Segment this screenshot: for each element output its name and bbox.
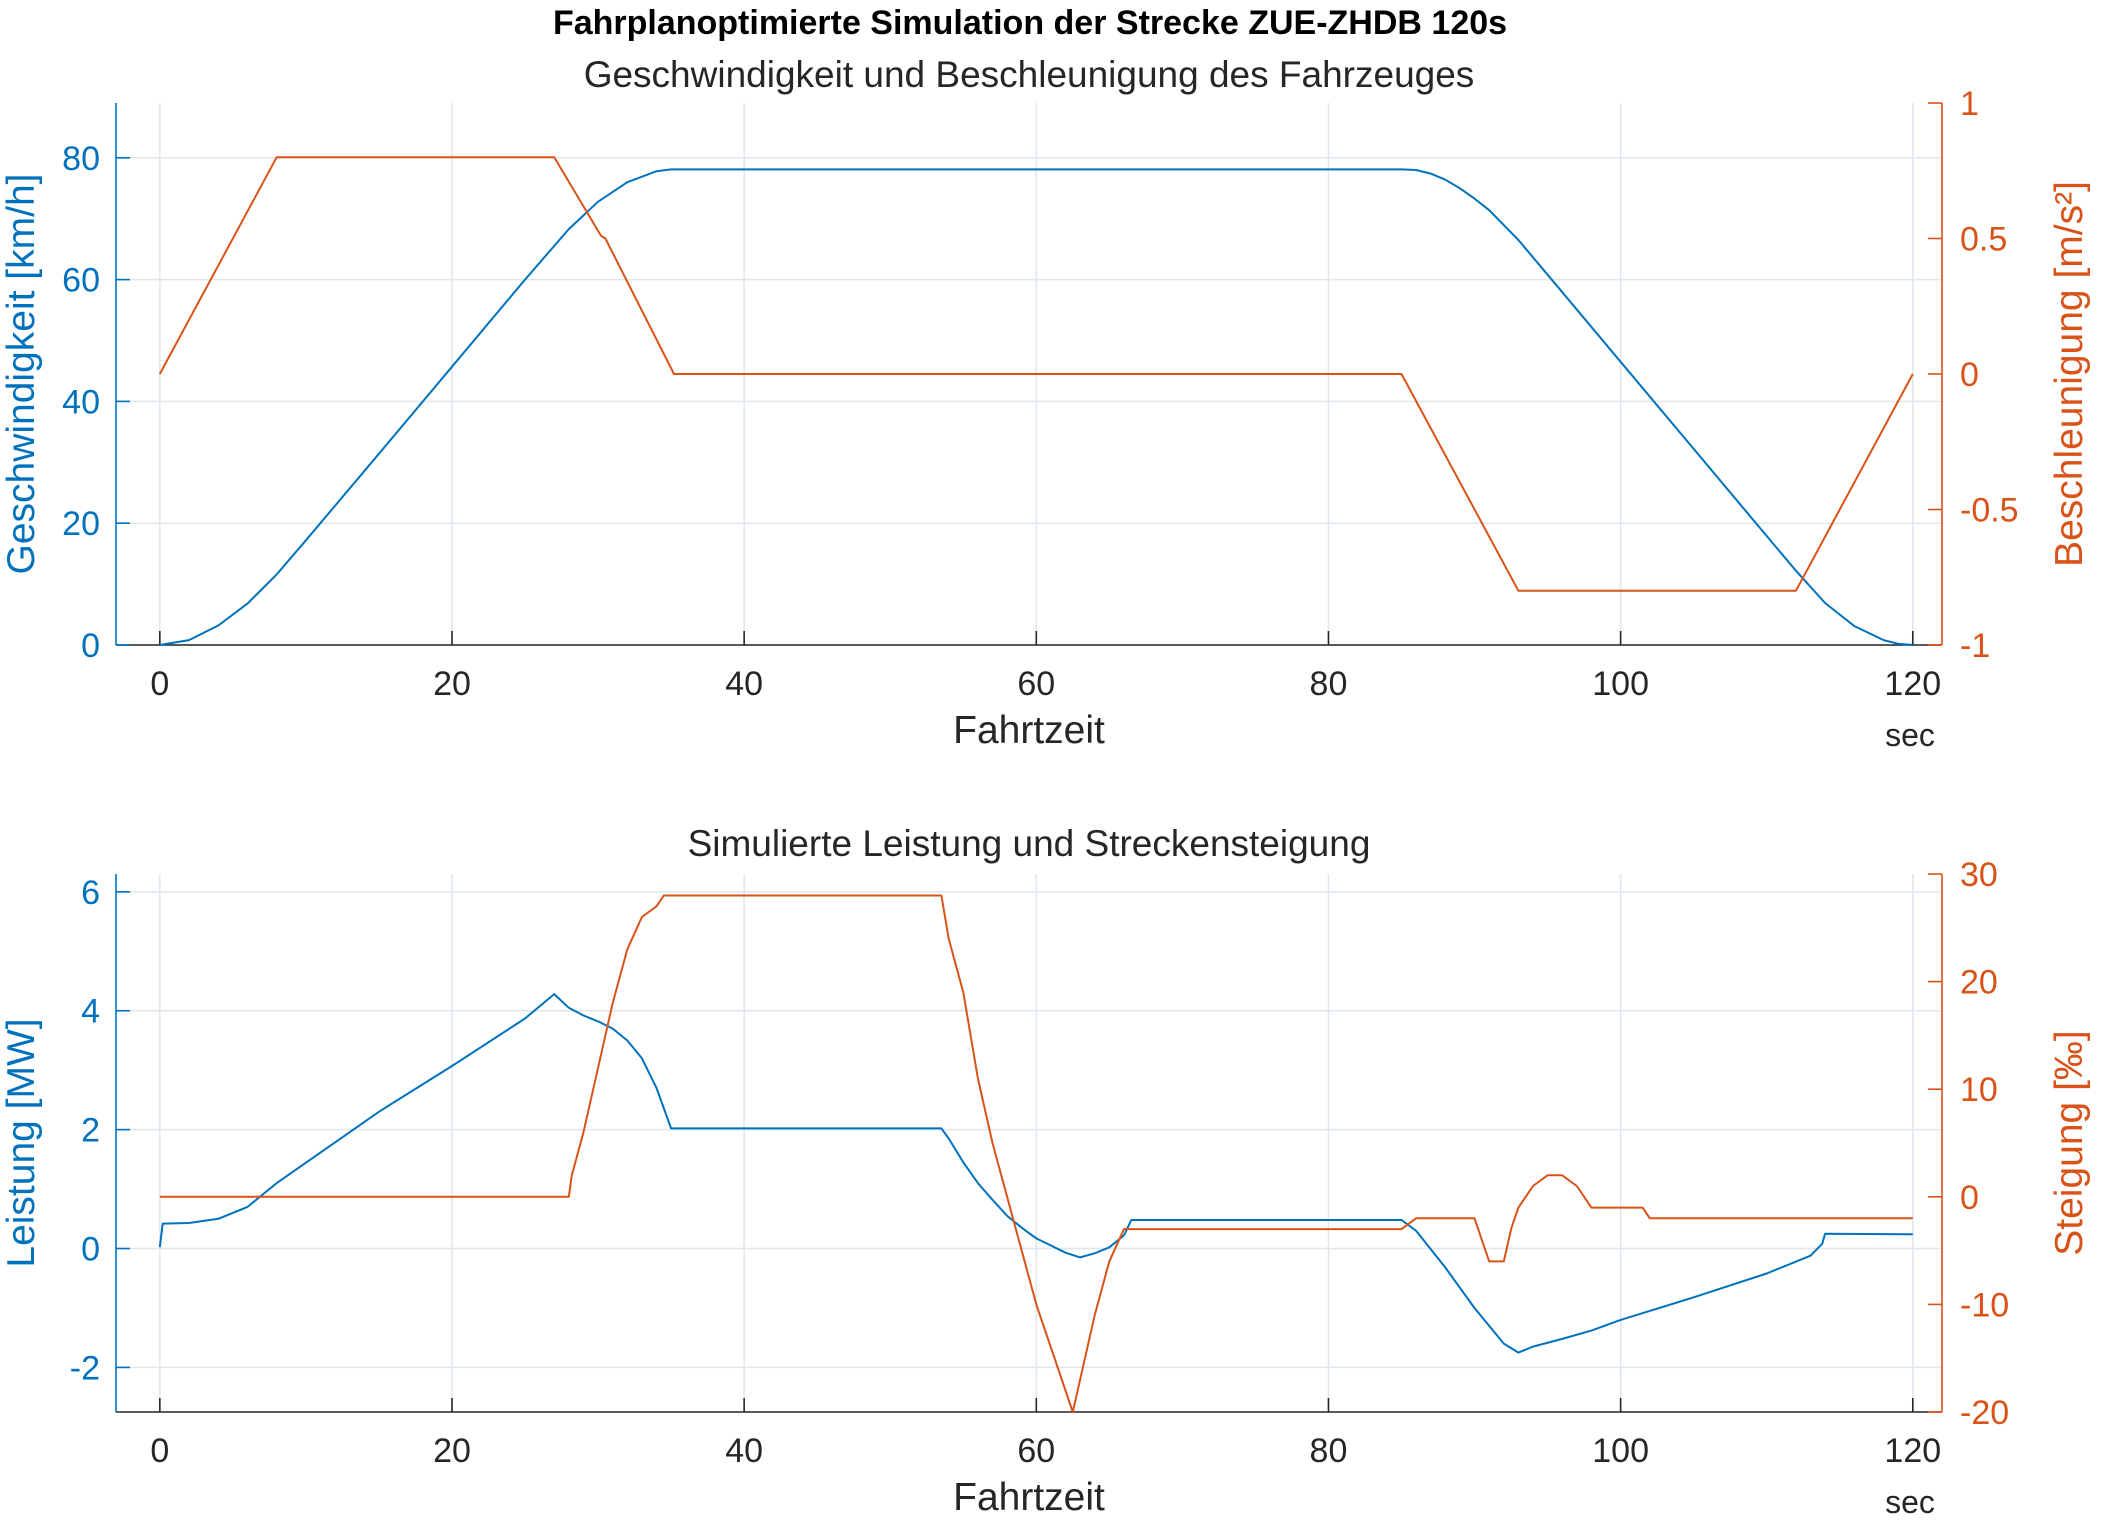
x-tick-label: 20	[433, 1432, 471, 1470]
x-tick-label: 100	[1592, 665, 1649, 703]
left-tick-label: -2	[70, 1349, 100, 1387]
right-tick-label: -0.5	[1960, 492, 2019, 530]
figure-title: Fahrplanoptimierte Simulation der Streck…	[553, 4, 1507, 42]
series-line-left	[158, 993, 1913, 1354]
x-axis-unit: sec	[1885, 1484, 1935, 1520]
left-tick-label: 80	[62, 140, 100, 178]
x-tick-label: 100	[1592, 1432, 1649, 1470]
x-axis-unit: sec	[1885, 717, 1935, 753]
x-axis-label: Fahrtzeit	[953, 1476, 1105, 1519]
right-tick-label: 10	[1960, 1071, 1998, 1109]
subplot-title: Geschwindigkeit und Beschleunigung des F…	[584, 54, 1475, 95]
x-tick-label: 40	[725, 665, 763, 703]
subplot-title: Simulierte Leistung und Streckensteigung	[688, 823, 1371, 864]
left-tick-label: 2	[81, 1112, 100, 1150]
x-tick-label: 120	[1884, 665, 1941, 703]
x-tick-label: 80	[1310, 665, 1348, 703]
series-line-right	[159, 894, 1913, 1413]
x-tick-label: 20	[433, 665, 471, 703]
x-tick-label: 60	[1017, 1432, 1055, 1470]
right-tick-label: -10	[1960, 1286, 2009, 1324]
left-axis-label: Geschwindigkeit [km/h]	[0, 174, 43, 575]
right-tick-label: 1	[1960, 85, 1979, 123]
left-axis-label: Leistung [MW]	[0, 1018, 43, 1267]
x-tick-label: 40	[725, 1432, 763, 1470]
right-tick-label: 30	[1960, 856, 1998, 894]
right-tick-label: -1	[1960, 627, 1990, 665]
x-axis-label: Fahrtzeit	[953, 709, 1105, 752]
right-tick-label: 20	[1960, 964, 1998, 1002]
left-tick-label: 60	[62, 262, 100, 300]
x-tick-label: 120	[1884, 1432, 1941, 1470]
x-tick-label: 0	[150, 665, 169, 703]
series-line-left	[159, 168, 1913, 646]
left-tick-label: 40	[62, 383, 100, 421]
right-tick-label: -20	[1960, 1394, 2009, 1432]
left-tick-label: 4	[81, 993, 100, 1031]
series-line-right	[158, 156, 1914, 592]
left-tick-label: 20	[62, 505, 100, 543]
plot-power-gradient: 0 20 40 60 80 100 120-20246-20-100102030Simuli…	[0, 823, 2091, 1520]
right-tick-label: 0.5	[1960, 221, 2007, 259]
left-tick-label: 0	[81, 1231, 100, 1269]
x-tick-label: 80	[1310, 1432, 1348, 1470]
x-tick-label: 60	[1017, 665, 1055, 703]
right-tick-label: 0	[1960, 1179, 1979, 1217]
plot-speed-acceleration: 0 20 40 60 80 100 120 0 20 40 60 80 -1 -0.5 0 0.5 1 Gesch…	[0, 54, 2091, 753]
left-tick-label: 0	[81, 627, 100, 665]
right-axis-label: Beschleunigung [m/s²]	[2048, 181, 2091, 567]
left-tick-label: 6	[81, 874, 100, 912]
right-tick-label: 0	[1960, 356, 1979, 394]
x-tick-label: 0	[150, 1432, 169, 1470]
right-axis-label: Steigung [‰]	[2048, 1030, 2091, 1255]
